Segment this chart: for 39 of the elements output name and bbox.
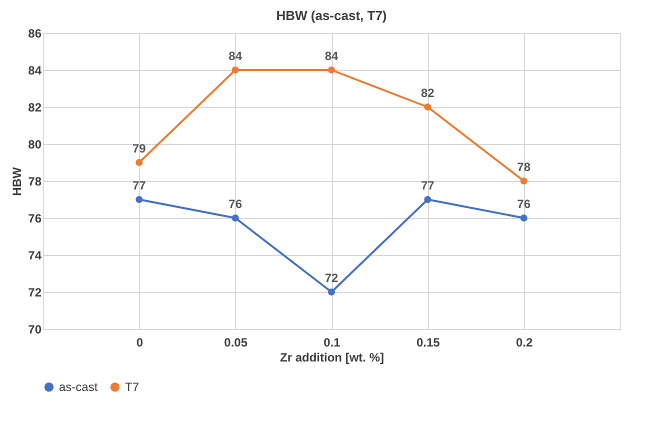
x-tick-label: 0 (136, 336, 144, 350)
data-label: 77 (420, 178, 435, 192)
x-tick-label: 0.05 (224, 336, 248, 350)
y-tick-label: 76 (28, 212, 42, 226)
y-tick-label: 72 (28, 286, 42, 300)
data-label: 82 (420, 86, 435, 100)
point (232, 66, 239, 74)
x-tick-label: 0.2 (516, 336, 533, 350)
x-tick-label: 0.1 (324, 336, 341, 350)
x-tick-label: 0.15 (416, 336, 440, 350)
data-label: 79 (132, 142, 146, 156)
legend-label: T7 (125, 380, 140, 394)
y-tick-label: 82 (28, 100, 42, 114)
legend-label: as-cast (59, 380, 98, 394)
data-label: 76 (228, 197, 242, 211)
data-label: 78 (517, 160, 531, 174)
y-tick-label: 86 (28, 26, 42, 40)
point (328, 288, 336, 296)
y-tick-label: 84 (28, 64, 42, 78)
point (136, 196, 143, 204)
point (520, 177, 528, 185)
point (520, 214, 528, 222)
x-axis-title: Zr addition [wt. %] (280, 350, 384, 364)
chart-title: HBW (as-cast, T7) (276, 8, 387, 23)
data-label: 72 (324, 271, 338, 285)
y-tick-label: 78 (28, 174, 42, 188)
data-label: 77 (132, 178, 146, 192)
y-tick-label: 70 (28, 322, 42, 336)
y-axis-title: HBW (10, 166, 24, 196)
point (232, 214, 239, 222)
data-label: 76 (517, 197, 531, 211)
point (328, 66, 336, 74)
y-tick-label: 80 (28, 138, 42, 152)
point (424, 196, 432, 204)
data-label: 84 (228, 49, 242, 63)
point (424, 103, 432, 111)
y-tick-label: 74 (28, 248, 42, 262)
data-label: 84 (324, 49, 338, 63)
point (136, 158, 143, 166)
